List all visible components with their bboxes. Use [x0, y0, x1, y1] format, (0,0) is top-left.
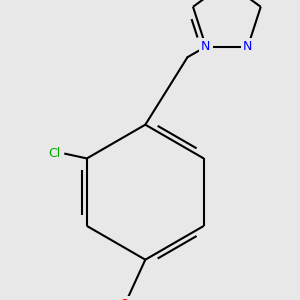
- Text: O: O: [120, 298, 130, 300]
- Text: N: N: [243, 40, 253, 53]
- Text: Cl: Cl: [48, 147, 60, 160]
- Text: N: N: [201, 40, 211, 53]
